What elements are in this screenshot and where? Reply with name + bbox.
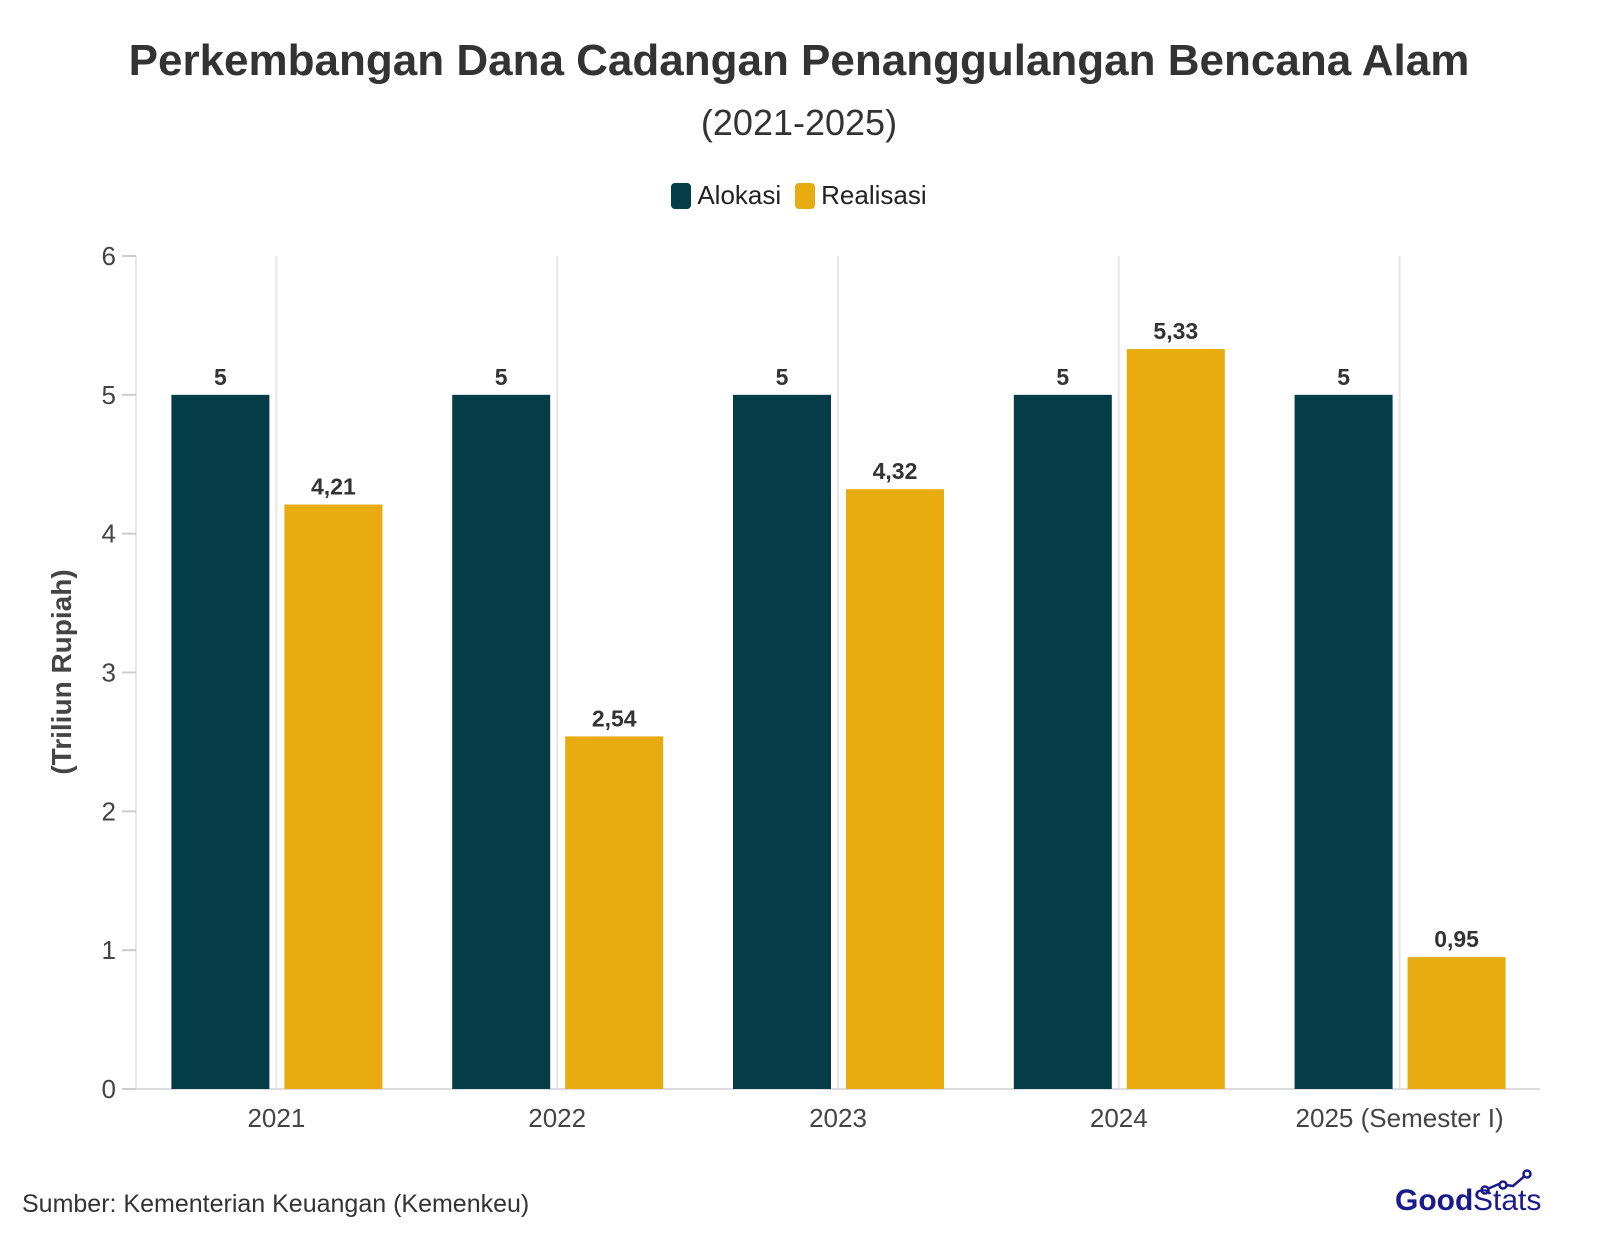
- bar-realisasi: [284, 504, 383, 1089]
- bar-realisasi: [846, 489, 944, 1089]
- legend: Alokasi Realisasi: [0, 180, 1598, 211]
- x-tick-label: 2024: [1090, 1103, 1148, 1133]
- y-tick-label: 0: [102, 1074, 116, 1104]
- chart-title: Perkembangan Dana Cadangan Penanggulanga…: [128, 36, 1470, 85]
- bar-realisasi: [1407, 957, 1506, 1089]
- data-label: 5: [495, 364, 508, 390]
- y-tick-label: 6: [102, 241, 116, 271]
- data-label: 5: [214, 364, 227, 390]
- bar-alokasi: [1013, 394, 1112, 1089]
- data-label: 0,95: [1434, 926, 1479, 952]
- svg-text:Good: Good: [1395, 1184, 1473, 1217]
- bar-realisasi: [1126, 349, 1225, 1090]
- y-tick-label: 5: [102, 380, 116, 410]
- data-label: 5,33: [1153, 318, 1198, 344]
- legend-label: Alokasi: [697, 180, 782, 210]
- legend-swatch: [795, 182, 816, 209]
- y-tick-label: 4: [102, 519, 116, 549]
- data-label: 2,54: [592, 705, 637, 731]
- legend-item-alokasi: Alokasi: [671, 180, 781, 211]
- x-tick-label: 2023: [809, 1103, 867, 1133]
- data-label: 5: [776, 364, 789, 390]
- legend-item-realisasi: Realisasi: [795, 180, 927, 211]
- x-tick-label: 2021: [247, 1103, 305, 1133]
- legend-swatch: [671, 182, 692, 209]
- source-note: Sumber: Kementerian Keuangan (Kemenkeu): [22, 1190, 530, 1218]
- bar-realisasi: [565, 736, 664, 1089]
- data-label: 4,21: [311, 474, 356, 500]
- bar-alokasi: [733, 394, 831, 1089]
- svg-text:Stats: Stats: [1473, 1184, 1541, 1217]
- data-label: 5: [1337, 364, 1350, 390]
- legend-label: Realisasi: [821, 180, 927, 210]
- y-tick-label: 3: [102, 658, 116, 688]
- y-tick-label: 2: [102, 796, 116, 826]
- data-label: 5: [1056, 364, 1069, 390]
- goodstats-logo: Good Stats: [1395, 1169, 1541, 1217]
- chart-subtitle: (2021-2025): [700, 102, 898, 143]
- bar-alokasi: [171, 394, 270, 1089]
- bar-alokasi: [1294, 394, 1393, 1089]
- data-label: 4,32: [873, 458, 918, 484]
- x-tick-label: 2022: [528, 1103, 586, 1133]
- x-tick-label: 2025 (Semester I): [1296, 1103, 1504, 1133]
- y-tick-label: 1: [102, 935, 116, 965]
- bar-alokasi: [452, 394, 551, 1089]
